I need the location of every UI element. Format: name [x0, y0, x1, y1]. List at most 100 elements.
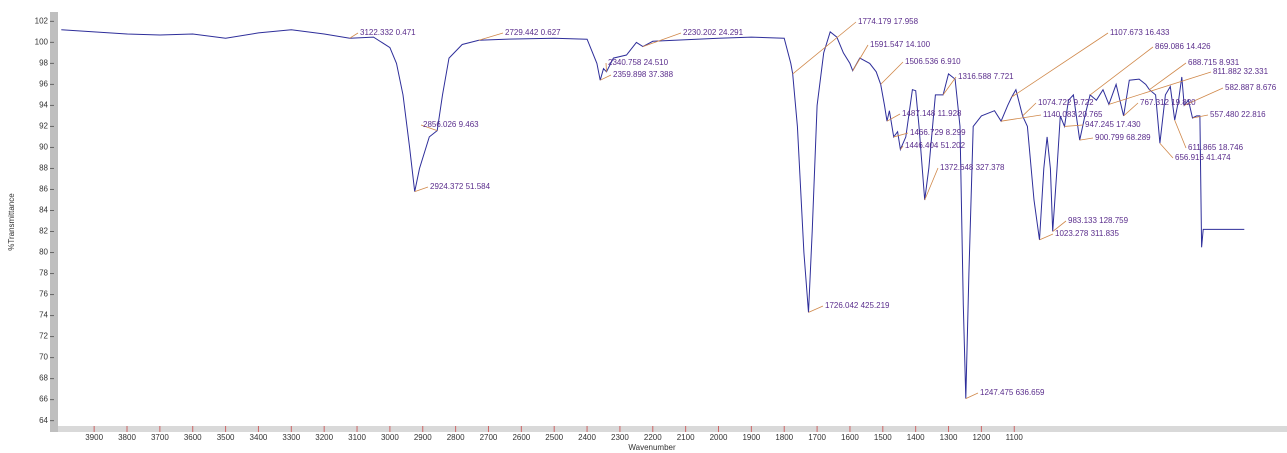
annotation-leader: [942, 76, 957, 96]
annotation-label: 611.865 18.746: [1188, 143, 1244, 152]
x-tick-label: 1600: [841, 433, 859, 442]
annotation-label: 1774.179 17.958: [858, 17, 919, 26]
annotation-label: 2230.202 24.291: [683, 28, 744, 37]
annotation-leader: [1052, 220, 1067, 232]
annotation-label: 2924.372 51.584: [430, 182, 491, 191]
annotation-leader: [420, 124, 438, 132]
annotation-label: 2359.898 37.388: [613, 70, 674, 79]
y-tick-label: 88: [39, 164, 48, 173]
x-tick-label: 2400: [578, 433, 596, 442]
y-tick-label: 70: [39, 353, 48, 362]
x-tick-label: 3000: [381, 433, 399, 442]
x-tick-label: 1500: [874, 433, 892, 442]
y-tick-label: 100: [35, 37, 49, 46]
annotation-label: 2340.758 24.510: [608, 58, 669, 67]
annotation-label: 2856.026 9.463: [423, 120, 479, 129]
x-tick-label: 1900: [742, 433, 760, 442]
annotation-leader: [642, 32, 682, 47]
annotation-label: 688.715 8.931: [1188, 58, 1240, 67]
annotation-label: 1446.404 51.202: [905, 141, 966, 150]
y-tick-label: 76: [39, 290, 48, 299]
annotation-leader: [1039, 233, 1054, 241]
annotation-label: 1140.083 20.765: [1043, 110, 1103, 119]
annotation-leader: [886, 113, 901, 122]
annotation-label: 1023.278 311.835: [1055, 229, 1119, 238]
annotation-label: 557.480 22.816: [1210, 110, 1266, 119]
annotation-leader: [349, 32, 359, 39]
annotation-leader: [1149, 62, 1187, 90]
x-tick-label: 3700: [151, 433, 169, 442]
x-tick-label: 1300: [940, 433, 958, 442]
y-tick-label: 74: [39, 311, 48, 320]
x-tick-label: 1700: [808, 433, 826, 442]
x-tick-label: 3900: [85, 433, 103, 442]
y-tick-label: 80: [39, 248, 48, 257]
annotation-leader: [1159, 142, 1174, 159]
annotation-leader: [1011, 32, 1109, 98]
x-tick-label: 3100: [348, 433, 366, 442]
y-tick-label: 98: [39, 58, 48, 67]
annotation-leader: [792, 21, 857, 75]
annotation-leader: [900, 145, 904, 150]
y-tick-label: 78: [39, 269, 48, 278]
annotation-label: 1726.042 425.219: [825, 301, 890, 310]
annotation-label: 1074.722 9.722: [1038, 98, 1094, 107]
annotation-label: 1487.148 11.928: [902, 109, 962, 118]
annotation-leader: [1001, 114, 1042, 122]
x-tick-label: 3800: [118, 433, 136, 442]
annotation-leader: [600, 74, 612, 81]
annotation-label: 1466.729 8.299: [910, 128, 966, 137]
x-tick-label: 2800: [447, 433, 465, 442]
spectrum-line: [61, 29, 1245, 399]
y-tick-label: 82: [39, 227, 48, 236]
annotation-label: 1372.648 327.378: [940, 163, 1005, 172]
y-tick-label: 86: [39, 185, 48, 194]
x-tick-label: 2000: [710, 433, 728, 442]
annotation-label: 3122.332 0.471: [360, 28, 416, 37]
annotation-leader: [1174, 119, 1187, 149]
x-tick-label: 1800: [775, 433, 793, 442]
x-axis-label: Wavenumber: [628, 443, 676, 452]
x-tick-label: 2300: [611, 433, 629, 442]
annotation-label: 1247.475 636.659: [980, 388, 1045, 397]
y-tick-label: 90: [39, 143, 48, 152]
x-tick-label: 2200: [644, 433, 662, 442]
x-tick-label: 1200: [972, 433, 990, 442]
annotation-label: 869.086 14.426: [1155, 42, 1211, 51]
annotation-leader: [1064, 124, 1084, 127]
annotation-leader: [893, 132, 909, 138]
x-tick-label: 2700: [480, 433, 498, 442]
y-tick-label: 72: [39, 332, 48, 341]
x-tick-label: 2600: [512, 433, 530, 442]
annotation-leader: [605, 62, 607, 72]
annotation-leader: [965, 392, 979, 399]
x-tick-label: 3400: [250, 433, 268, 442]
x-axis-bar: [58, 426, 1287, 432]
annotation-leader: [1089, 46, 1154, 96]
annotation-leader: [880, 61, 904, 85]
annotation-leader: [924, 167, 939, 201]
x-tick-label: 1400: [907, 433, 925, 442]
y-tick-label: 94: [39, 101, 48, 110]
annotation-leader: [1022, 102, 1037, 117]
annotation-label: 947.245 17.430: [1085, 120, 1141, 129]
x-tick-label: 2500: [545, 433, 563, 442]
x-tick-label: 3600: [184, 433, 202, 442]
x-tick-label: 3200: [315, 433, 333, 442]
annotation-label: 1506.536 6.910: [905, 57, 961, 66]
y-tick-label: 92: [39, 122, 48, 131]
annotation-leader: [1192, 114, 1209, 119]
annotation-leader: [1108, 71, 1212, 105]
annotation-label: 900.799 68.289: [1095, 133, 1151, 142]
y-axis-label: %Transmittance: [7, 193, 16, 251]
annotation-label: 767.312 19.820: [1140, 98, 1196, 107]
y-tick-label: 84: [39, 206, 48, 215]
annotation-leader: [1184, 87, 1224, 106]
y-tick-label: 102: [35, 16, 49, 25]
y-tick-label: 96: [39, 80, 48, 89]
x-tick-label: 2900: [414, 433, 432, 442]
annotation-leader: [852, 44, 869, 71]
x-tick-label: 3300: [282, 433, 300, 442]
